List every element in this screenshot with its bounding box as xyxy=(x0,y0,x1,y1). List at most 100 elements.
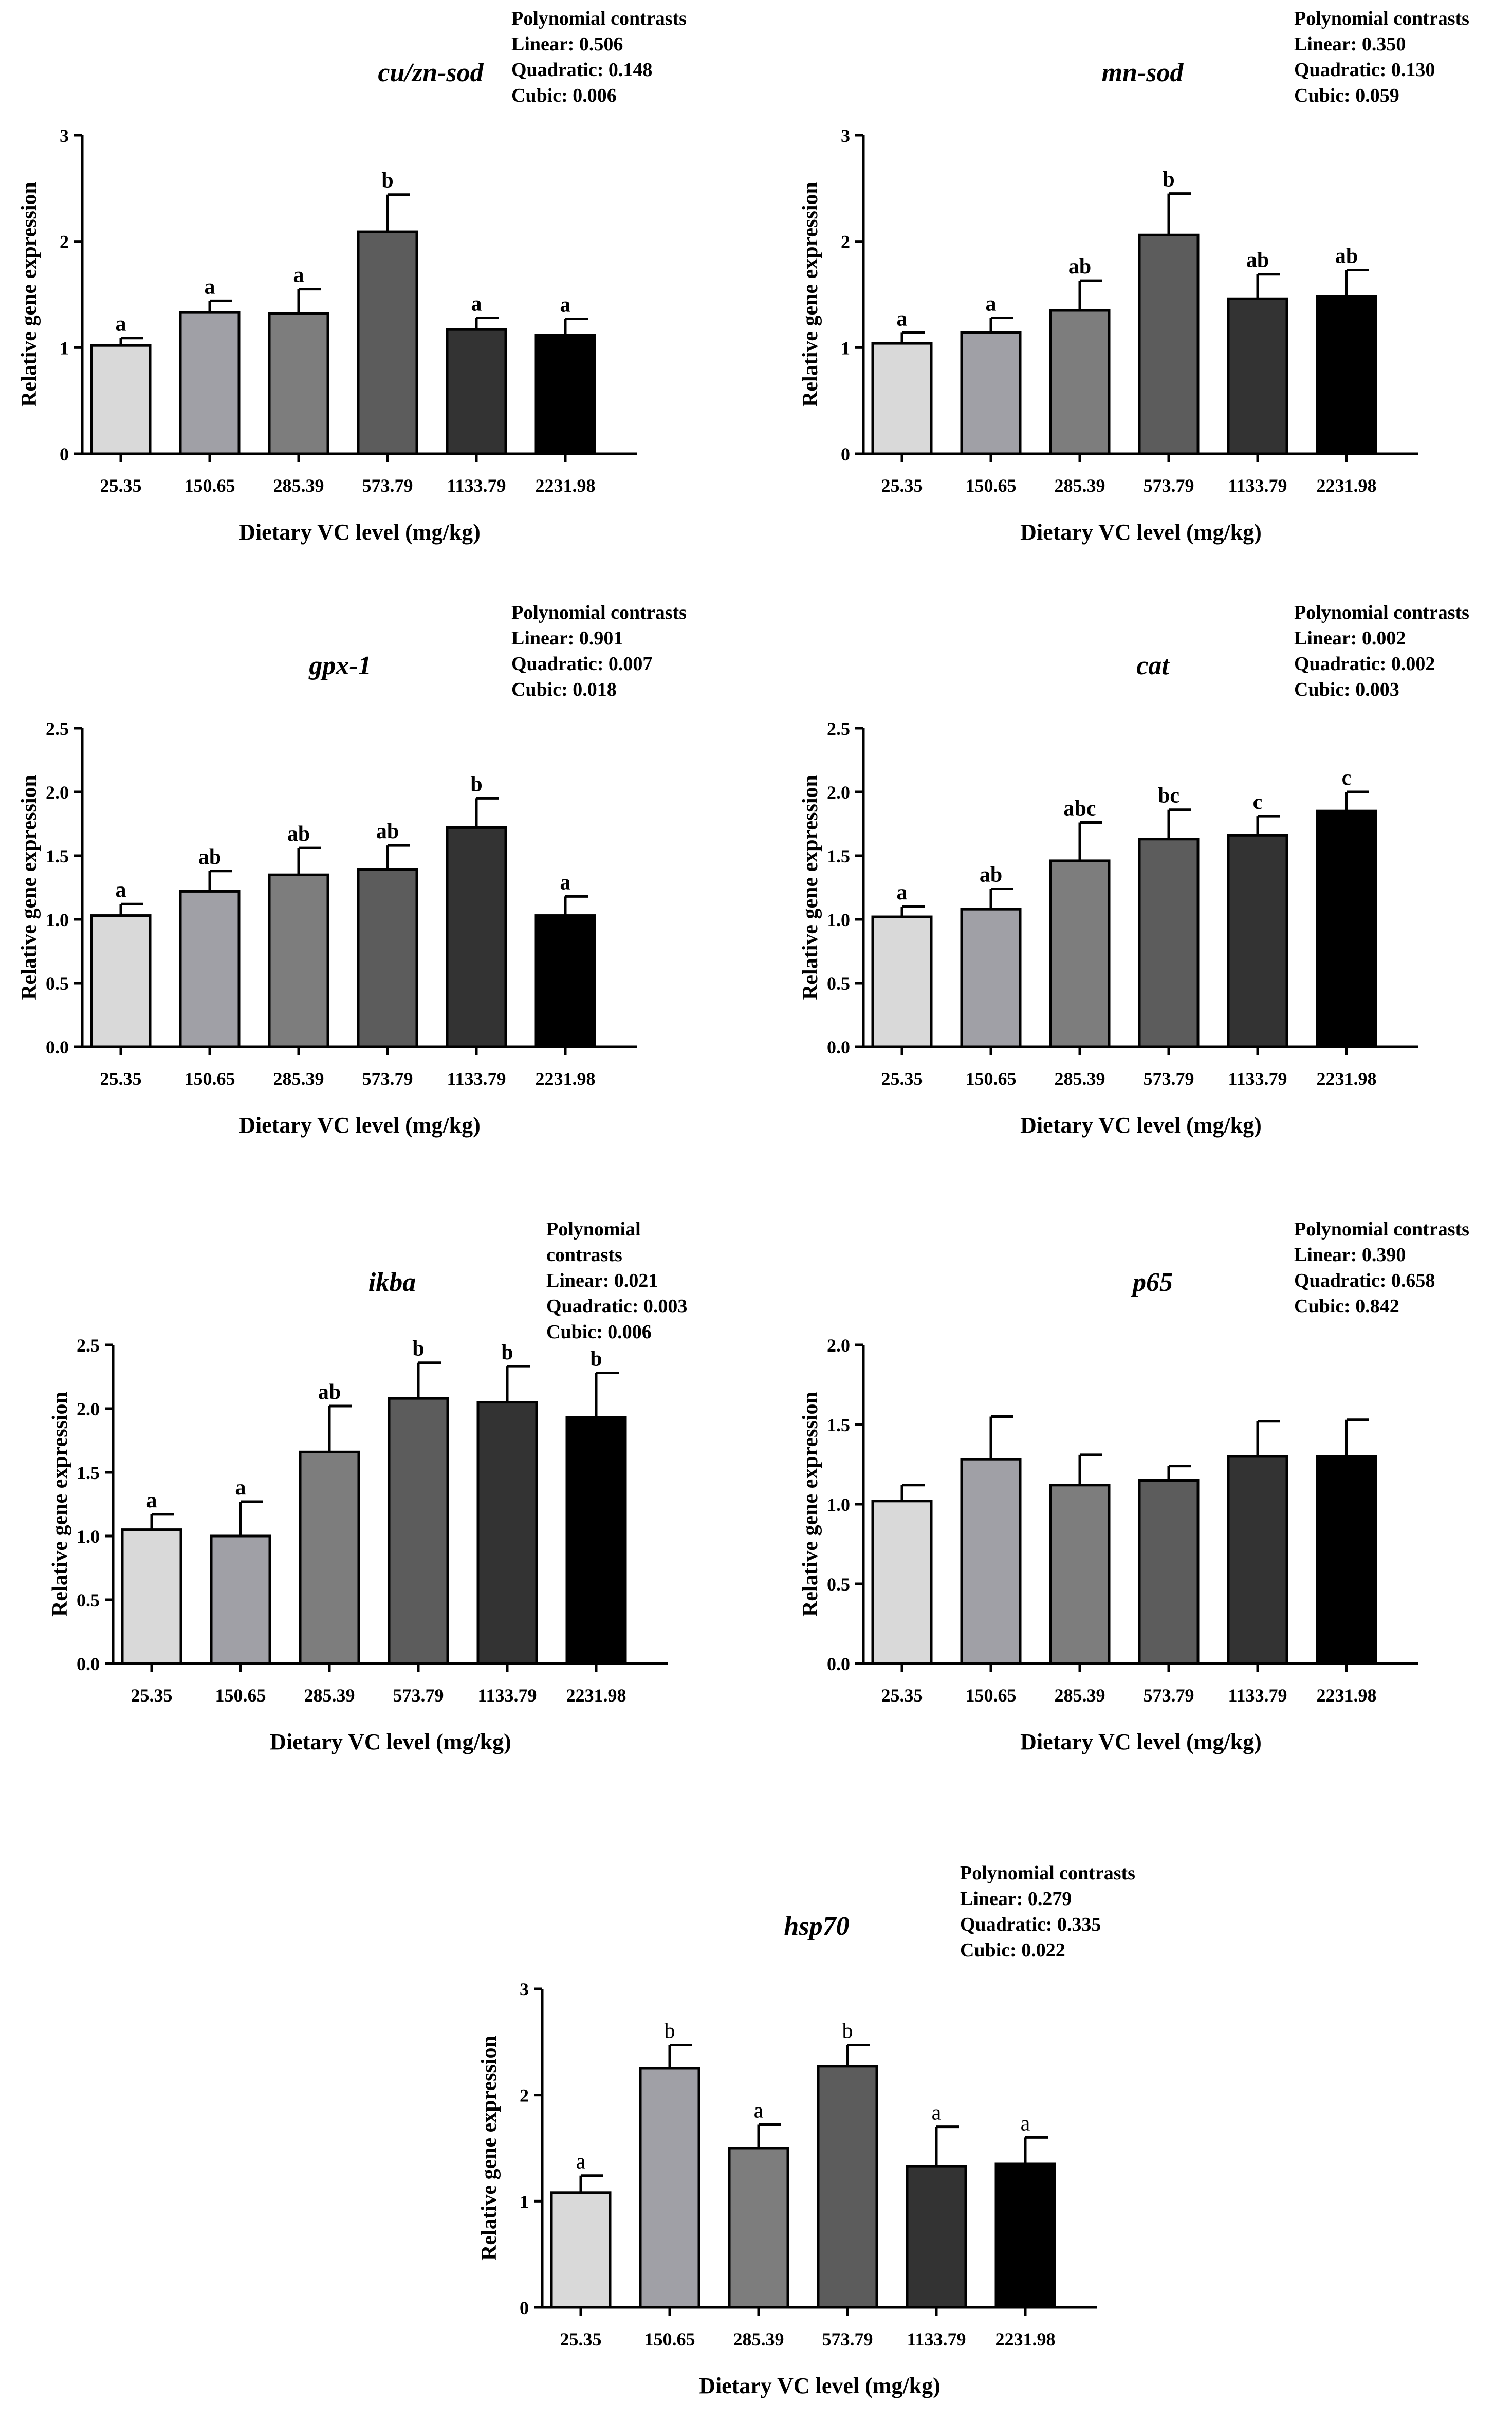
chart-2-y-axis-label: Relative gene expression xyxy=(799,182,822,407)
chart-2-sig-letter: b xyxy=(1163,168,1174,192)
chart-7-x-tick-label: 2231.98 xyxy=(995,2329,1056,2350)
chart-2-x-tick-label: 1133.79 xyxy=(1228,475,1287,496)
chart-3-bar-25.35 xyxy=(90,914,152,1048)
chart-7-contrast-line: Cubic: 0.022 xyxy=(960,1939,1065,1961)
chart-2-bar-2231.98 xyxy=(1316,295,1377,455)
chart-4-bar-285.39 xyxy=(1049,859,1111,1048)
chart-3-sig-letter: ab xyxy=(376,820,399,843)
chart-4-sig-letter: c xyxy=(1253,790,1263,814)
chart-2-contrasts-title: Polynomial contrasts xyxy=(1294,8,1469,29)
chart-2-y-tick-label: 2 xyxy=(841,232,850,252)
chart-1-contrasts-title: Polynomial contrasts xyxy=(511,8,687,29)
chart-5-bar-2231.98 xyxy=(565,1416,627,1665)
chart-1-bar-285.39 xyxy=(268,312,329,455)
chart-4-x-tick-label: 1133.79 xyxy=(1228,1068,1287,1089)
chart-1-y-tick-label: 2 xyxy=(60,232,69,252)
chart-5-bar-573.79 xyxy=(388,1397,449,1665)
chart-5-y-tick-label: 0.5 xyxy=(77,1590,100,1611)
chart-7-contrast-line: Linear: 0.279 xyxy=(960,1888,1072,1910)
chart-7-sig-letter: a xyxy=(576,2150,586,2174)
chart-2-y-tick-label: 0 xyxy=(841,444,850,465)
chart-5-y-tick-label: 2.5 xyxy=(77,1335,100,1356)
chart-6-bar-573.79 xyxy=(1138,1479,1200,1665)
chart-4-bar-1133.79 xyxy=(1227,834,1288,1048)
chart-1-bar-25.35 xyxy=(90,344,152,455)
chart-5-title: ikba xyxy=(368,1268,416,1297)
chart-5-x-tick-label: 2231.98 xyxy=(566,1685,626,1706)
chart-1-x-tick-label: 150.65 xyxy=(185,475,235,496)
chart-3-y-tick-label: 0.5 xyxy=(46,973,69,994)
chart-1-sig-letter: a xyxy=(471,292,482,316)
chart-3-bar-150.65 xyxy=(179,890,241,1048)
chart-6-bar-150.65 xyxy=(960,1458,1022,1665)
chart-3-y-tick-label: 1.5 xyxy=(46,846,69,866)
chart-3-contrast-line: Quadratic: 0.007 xyxy=(511,653,652,675)
chart-6-x-tick-label: 150.65 xyxy=(966,1685,1017,1706)
chart-5-sig-letter: ab xyxy=(318,1380,341,1404)
chart-2-bar-1133.79 xyxy=(1227,297,1288,455)
chart-6-contrast-line: Quadratic: 0.658 xyxy=(1294,1270,1435,1291)
chart-4-x-tick-label: 285.39 xyxy=(1055,1068,1105,1089)
chart-4-contrast-line: Quadratic: 0.002 xyxy=(1294,653,1435,675)
chart-2-contrast-line: Cubic: 0.059 xyxy=(1294,85,1399,106)
chart-6-x-tick-label: 1133.79 xyxy=(1228,1685,1287,1706)
chart-1-sig-letter: a xyxy=(116,312,126,336)
chart-7-sig-letter: a xyxy=(932,2101,942,2125)
chart-3-sig-letter: b xyxy=(470,772,482,796)
chart-4-sig-letter: ab xyxy=(980,863,1002,886)
chart-4-contrast-line: Linear: 0.002 xyxy=(1294,627,1406,649)
chart-5-y-tick-label: 0.0 xyxy=(77,1654,100,1674)
chart-3-title: gpx-1 xyxy=(308,651,371,680)
chart-4-y-axis-label: Relative gene expression xyxy=(799,775,822,1000)
chart-6-x-tick-label: 2231.98 xyxy=(1317,1685,1377,1706)
chart-4-y-tick-label: 0.0 xyxy=(827,1037,850,1058)
chart-4-bar-573.79 xyxy=(1138,838,1200,1048)
chart-6-y-tick-label: 2.0 xyxy=(827,1335,850,1356)
chart-1-title: cu/zn-sod xyxy=(378,58,484,87)
chart-7-bar-1133.79 xyxy=(906,2165,967,2309)
chart-2-contrast-line: Linear: 0.350 xyxy=(1294,33,1406,55)
chart-7-y-tick-label: 1 xyxy=(520,2191,529,2212)
chart-7-bar-2231.98 xyxy=(994,2162,1056,2309)
chart-5-contrast-line: Cubic: 0.006 xyxy=(546,1321,652,1343)
chart-3-sig-letter: ab xyxy=(198,845,221,869)
chart-3-contrast-line: Linear: 0.901 xyxy=(511,627,623,649)
chart-3-x-tick-label: 1133.79 xyxy=(447,1068,506,1089)
chart-3-y-tick-label: 2.5 xyxy=(46,718,69,739)
chart-4-y-tick-label: 1.0 xyxy=(827,910,850,930)
chart-7-y-tick-label: 2 xyxy=(520,2085,529,2106)
chart-1-x-tick-label: 1133.79 xyxy=(447,475,506,496)
chart-3-x-tick-label: 2231.98 xyxy=(536,1068,596,1089)
chart-1-x-axis-label: Dietary VC level (mg/kg) xyxy=(239,520,481,545)
chart-5-sig-letter: a xyxy=(146,1489,157,1512)
chart-7-y-tick-label: 3 xyxy=(520,1979,529,2000)
chart-7-bar-285.39 xyxy=(728,2147,789,2309)
chart-4-x-tick-label: 573.79 xyxy=(1144,1068,1194,1089)
chart-6-bar-1133.79 xyxy=(1227,1455,1288,1665)
chart-7-contrasts-title: Polynomial contrasts xyxy=(960,1862,1135,1884)
chart-4-bar-150.65 xyxy=(960,908,1022,1048)
chart-2-sig-letter: ab xyxy=(1068,255,1091,279)
chart-5-x-tick-label: 150.65 xyxy=(215,1685,266,1706)
chart-7-x-tick-label: 573.79 xyxy=(822,2329,873,2350)
chart-3-x-tick-label: 285.39 xyxy=(273,1068,324,1089)
chart-5-x-tick-label: 285.39 xyxy=(304,1685,355,1706)
chart-2-title: mn-sod xyxy=(1102,58,1184,87)
chart-5-x-tick-label: 25.35 xyxy=(131,1685,173,1706)
chart-3-y-tick-label: 0.0 xyxy=(46,1037,69,1058)
chart-1-y-axis-label: Relative gene expression xyxy=(17,182,41,407)
chart-6-bar-2231.98 xyxy=(1316,1455,1377,1665)
chart-3-y-tick-label: 2.0 xyxy=(46,782,69,803)
chart-4-x-tick-label: 2231.98 xyxy=(1317,1068,1377,1089)
chart-2-sig-letter: ab xyxy=(1246,249,1269,272)
chart-3-bar-573.79 xyxy=(357,868,418,1048)
chart-3-sig-letter: a xyxy=(560,871,571,894)
chart-3-bar-2231.98 xyxy=(534,914,596,1048)
chart-4-contrast-line: Cubic: 0.003 xyxy=(1294,679,1399,700)
chart-1-contrast-line: Linear: 0.506 xyxy=(511,33,623,55)
chart-6-x-tick-label: 285.39 xyxy=(1055,1685,1105,1706)
chart-5-sig-letter: a xyxy=(235,1476,246,1500)
chart-4-bar-25.35 xyxy=(871,915,933,1048)
chart-2-x-tick-label: 150.65 xyxy=(966,475,1017,496)
chart-6-x-axis-label: Dietary VC level (mg/kg) xyxy=(1020,1729,1262,1754)
